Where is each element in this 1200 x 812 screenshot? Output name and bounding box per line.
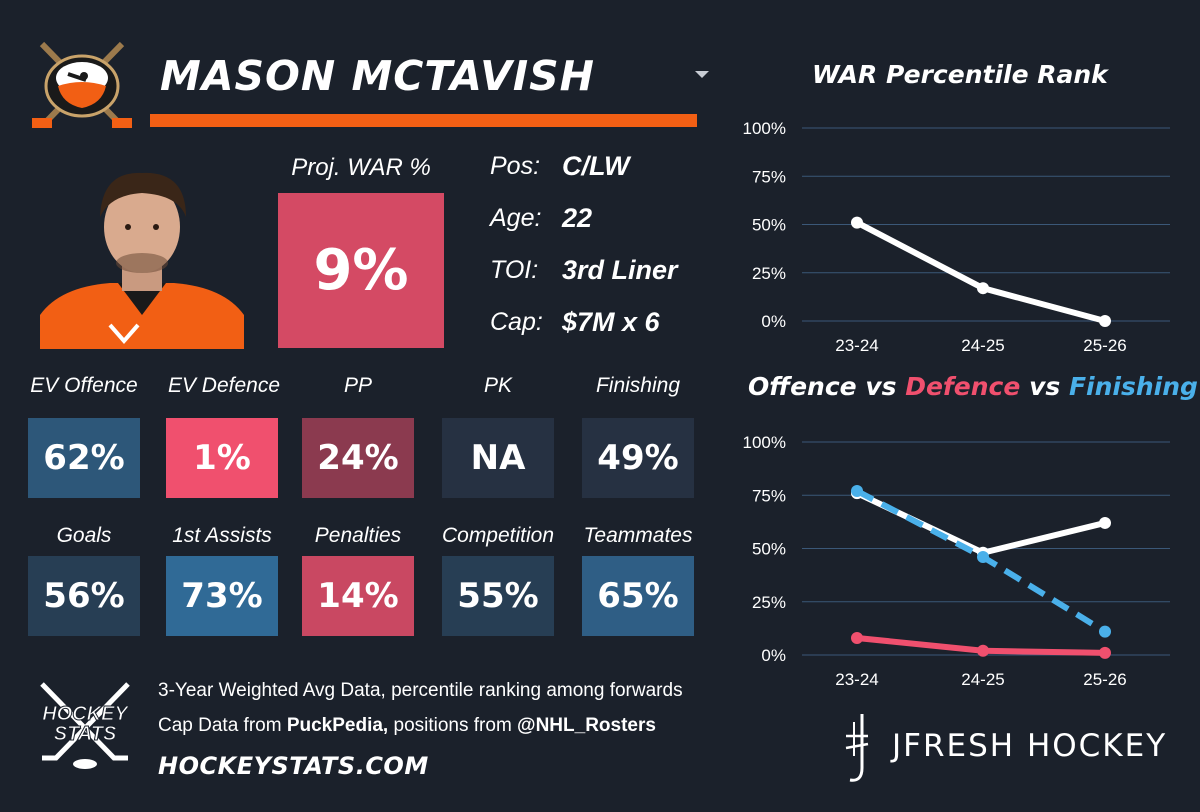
- chart2-point-defence: [851, 631, 863, 644]
- info-label-pos: Pos:: [490, 152, 541, 180]
- chart2-series-line-offence: [855, 490, 1106, 556]
- info-value-toi: 3rd Liner: [562, 255, 678, 285]
- chart1-point-war: [851, 216, 863, 229]
- jfresh-brand: JFRESH HOCKEY: [892, 728, 1168, 764]
- stat-label-teammates: Teammates: [583, 524, 693, 547]
- stat-tile-ev-defence: 1%: [166, 418, 278, 498]
- chart2-title-defence: Defence: [905, 372, 1021, 401]
- hockeystats-url[interactable]: HOCKEYSTATS.COM: [158, 752, 429, 780]
- chart2-point-finishing: [851, 484, 863, 497]
- chart-offence-defence-finishing: 0% 25% 50% 75% 100% 23-24 24-25 25-26: [743, 433, 1170, 689]
- chart2-point-finishing: [1099, 625, 1111, 638]
- chart2-ytick-label: 75%: [752, 486, 786, 505]
- stat-tile-goals: 56%: [28, 556, 140, 636]
- footer-note-sources: Cap Data from PuckPedia, positions from …: [158, 715, 656, 736]
- chart2-point-offence: [1099, 516, 1111, 529]
- stat-tile-competition: 55%: [442, 556, 554, 636]
- info-label-age: Age:: [490, 204, 542, 232]
- chart1-ytick-label: 0%: [761, 312, 786, 331]
- chart2-ytick-label: 50%: [752, 540, 786, 559]
- info-value-pos: C/LW: [562, 151, 630, 181]
- puckpedia-link[interactable]: PuckPedia,: [286, 715, 389, 736]
- footer-note-data: 3-Year Weighted Avg Data, percentile ran…: [158, 680, 683, 701]
- chart2-ytick-label: 100%: [743, 433, 786, 452]
- chart1-series-line-war: [855, 219, 1106, 324]
- team-logo: [32, 41, 132, 129]
- proj-war-tile: 9%: [278, 193, 444, 348]
- chart2-xtick-label: 24-25: [961, 670, 1004, 689]
- stat-tile-finishing: 49%: [582, 418, 694, 498]
- stat-tile-ev-offence: 62%: [28, 418, 140, 498]
- chart2-point-finishing: [977, 551, 989, 564]
- stat-label-finishing: Finishing: [595, 374, 681, 397]
- chart1-point-war: [1099, 315, 1111, 327]
- chart2-xtick-label: 25-26: [1083, 670, 1126, 689]
- stat-tile-penalties: 14%: [302, 556, 414, 636]
- stat-label-pp: PP: [343, 374, 372, 397]
- chart1-ytick-label: 75%: [752, 167, 786, 186]
- stat-label-ev-offence: EV Offence: [30, 374, 138, 397]
- info-value-age: 22: [562, 203, 593, 233]
- stat-label-pk: PK: [483, 374, 512, 397]
- chart1-title: WAR Percentile Rank: [812, 60, 1108, 89]
- chart2-title-finishing: Finishing: [1068, 372, 1198, 401]
- chart2-title-vs-1: vs: [865, 372, 897, 401]
- player-headshot: [40, 172, 244, 349]
- stat-tile-1st-assists: 73%: [166, 556, 278, 636]
- chart2-title-offence: Offence: [748, 372, 857, 401]
- hs-logo-text-1: HOCKEY: [42, 703, 129, 725]
- stat-label-competition: Competition: [441, 524, 555, 547]
- chart2-title-vs-2: vs: [1029, 372, 1061, 401]
- nhl-rosters-link[interactable]: @NHL_Rosters: [517, 715, 656, 736]
- stat-label-ev-defence: EV Defence: [167, 374, 281, 397]
- hs-logo-text-2: STATS: [54, 723, 117, 745]
- player-name: MASON MCTAVISH: [160, 52, 595, 100]
- stat-label-penalties: Penalties: [314, 524, 402, 547]
- chart2-ytick-label: 25%: [752, 593, 786, 612]
- chart-war-percentile: 0% 25% 50% 75% 100% 23-24 24-25 25-26: [743, 119, 1170, 355]
- chart1-xtick-label: 25-26: [1083, 336, 1126, 355]
- chart1-ytick-label: 50%: [752, 216, 786, 235]
- chart1-point-war: [977, 282, 989, 295]
- stat-tile-teammates: 65%: [582, 556, 694, 636]
- stat-tile-pk: NA: [442, 418, 554, 498]
- proj-war-label: Proj. WAR %: [291, 154, 431, 181]
- chart1-ytick-label: 100%: [743, 119, 786, 138]
- chart2-point-defence: [1099, 646, 1111, 659]
- stat-label-goals: Goals: [56, 524, 112, 547]
- stat-label-1st-assists: 1st Assists: [172, 524, 272, 547]
- info-label-cap: Cap:: [490, 308, 543, 336]
- chart2-ytick-label: 0%: [761, 646, 786, 665]
- chevron-down-icon[interactable]: [694, 70, 710, 80]
- chart2-title: Offence vs Defence vs Finishing: [748, 372, 1198, 401]
- stat-tile-pp: 24%: [302, 418, 414, 498]
- info-label-toi: TOI:: [490, 256, 539, 284]
- chart1-ytick-label: 25%: [752, 264, 786, 283]
- jfresh-logo-icon: [845, 714, 869, 782]
- chart1-xtick-label: 24-25: [961, 336, 1004, 355]
- chart2-xtick-label: 23-24: [835, 670, 878, 689]
- chart1-xtick-label: 23-24: [835, 336, 878, 355]
- chart2-point-defence: [977, 644, 989, 657]
- name-underline: [150, 114, 697, 127]
- info-value-cap: $7M x 6: [562, 307, 660, 337]
- hockeystats-logo: HOCKEY STATS: [40, 682, 130, 769]
